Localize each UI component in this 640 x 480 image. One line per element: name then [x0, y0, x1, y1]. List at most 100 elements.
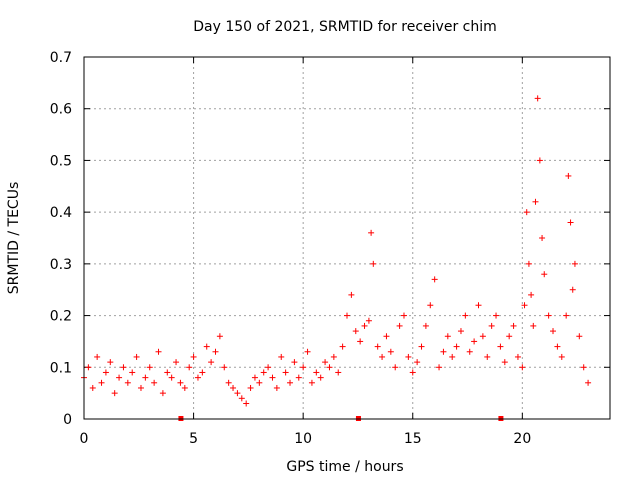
- data-point: [361, 322, 368, 329]
- data-point: [392, 364, 399, 371]
- data-point: [216, 333, 223, 340]
- data-points: [81, 95, 592, 407]
- data-point: [585, 379, 592, 386]
- data-point: [124, 379, 131, 386]
- data-point: [243, 400, 250, 407]
- data-point: [116, 374, 123, 381]
- data-point: [326, 364, 333, 371]
- data-point: [273, 384, 280, 391]
- data-point: [199, 369, 206, 376]
- data-point: [501, 359, 508, 366]
- data-point: [238, 395, 245, 402]
- data-point: [400, 312, 407, 319]
- data-point: [396, 322, 403, 329]
- data-point: [457, 328, 464, 335]
- data-point: [304, 348, 311, 355]
- data-point: [521, 302, 528, 309]
- data-point: [278, 353, 285, 360]
- data-point: [427, 302, 434, 309]
- data-point: [111, 390, 118, 397]
- data-point: [379, 353, 386, 360]
- data-point: [177, 379, 184, 386]
- y-tick-label: 0.2: [50, 309, 72, 325]
- y-tick-label: 0.6: [50, 102, 72, 118]
- data-point: [530, 322, 537, 329]
- data-point: [300, 364, 307, 371]
- data-point: [523, 209, 530, 216]
- data-point: [348, 291, 355, 298]
- data-point: [534, 95, 541, 102]
- x-tick-label: 10: [294, 431, 312, 447]
- data-point: [368, 229, 375, 236]
- data-point: [129, 369, 136, 376]
- data-point: [322, 359, 329, 366]
- data-point: [497, 343, 504, 350]
- data-point: [545, 312, 552, 319]
- data-point: [339, 343, 346, 350]
- data-point: [571, 260, 578, 267]
- data-point: [94, 353, 101, 360]
- plot-frame: [83, 56, 611, 420]
- data-point: [146, 364, 153, 371]
- y-tick-label: 0.1: [50, 360, 72, 376]
- data-point: [287, 379, 294, 386]
- data-point: [484, 353, 491, 360]
- data-point: [453, 343, 460, 350]
- tick-labels: 0 0.1 0.2 0.3 0.4 0.5 0.6 0.7 0 5 10 15 20: [50, 50, 532, 447]
- data-point: [265, 364, 272, 371]
- data-point: [269, 374, 276, 381]
- data-point: [190, 353, 197, 360]
- data-point: [208, 359, 215, 366]
- data-point: [151, 379, 158, 386]
- y-tick-label: 0.4: [50, 205, 72, 221]
- data-point: [436, 364, 443, 371]
- data-point: [576, 333, 583, 340]
- data-point: [370, 260, 377, 267]
- data-point: [194, 374, 201, 381]
- data-point: [317, 374, 324, 381]
- data-point: [168, 374, 175, 381]
- data-point: [462, 312, 469, 319]
- data-point: [580, 364, 587, 371]
- data-point: [173, 359, 180, 366]
- data-point: [563, 312, 570, 319]
- data-point: [186, 364, 193, 371]
- data-point: [221, 364, 228, 371]
- data-point: [164, 369, 171, 376]
- x-tick-label: 15: [404, 431, 422, 447]
- data-point: [567, 219, 574, 226]
- y-tick-label: 0.7: [50, 50, 72, 66]
- data-point: [142, 374, 149, 381]
- x-tick-label: 0: [80, 431, 89, 447]
- data-point: [330, 353, 337, 360]
- data-point: [102, 369, 109, 376]
- data-point: [558, 353, 565, 360]
- data-point: [335, 369, 342, 376]
- y-tick-label: 0.5: [50, 153, 72, 169]
- data-point: [387, 348, 394, 355]
- data-point: [225, 379, 232, 386]
- data-point: [514, 353, 521, 360]
- data-point: [107, 359, 114, 366]
- data-point: [137, 384, 144, 391]
- data-point: [471, 338, 478, 345]
- data-point: [479, 333, 486, 340]
- data-point: [181, 384, 188, 391]
- data-point: [120, 364, 127, 371]
- data-point: [352, 328, 359, 335]
- data-point: [409, 369, 416, 376]
- y-tick-label: 0: [63, 412, 72, 428]
- x-tick-label: 20: [513, 431, 531, 447]
- data-point: [212, 348, 219, 355]
- data-point: [418, 343, 425, 350]
- grid: [83, 56, 610, 420]
- data-point: [89, 384, 96, 391]
- data-point: [291, 359, 298, 366]
- data-point: [440, 348, 447, 355]
- data-point: [528, 291, 535, 298]
- data-point: [230, 384, 237, 391]
- data-point: [431, 276, 438, 283]
- chart-title: Day 150 of 2021, SRMTID for receiver chi…: [193, 19, 497, 35]
- data-point: [313, 369, 320, 376]
